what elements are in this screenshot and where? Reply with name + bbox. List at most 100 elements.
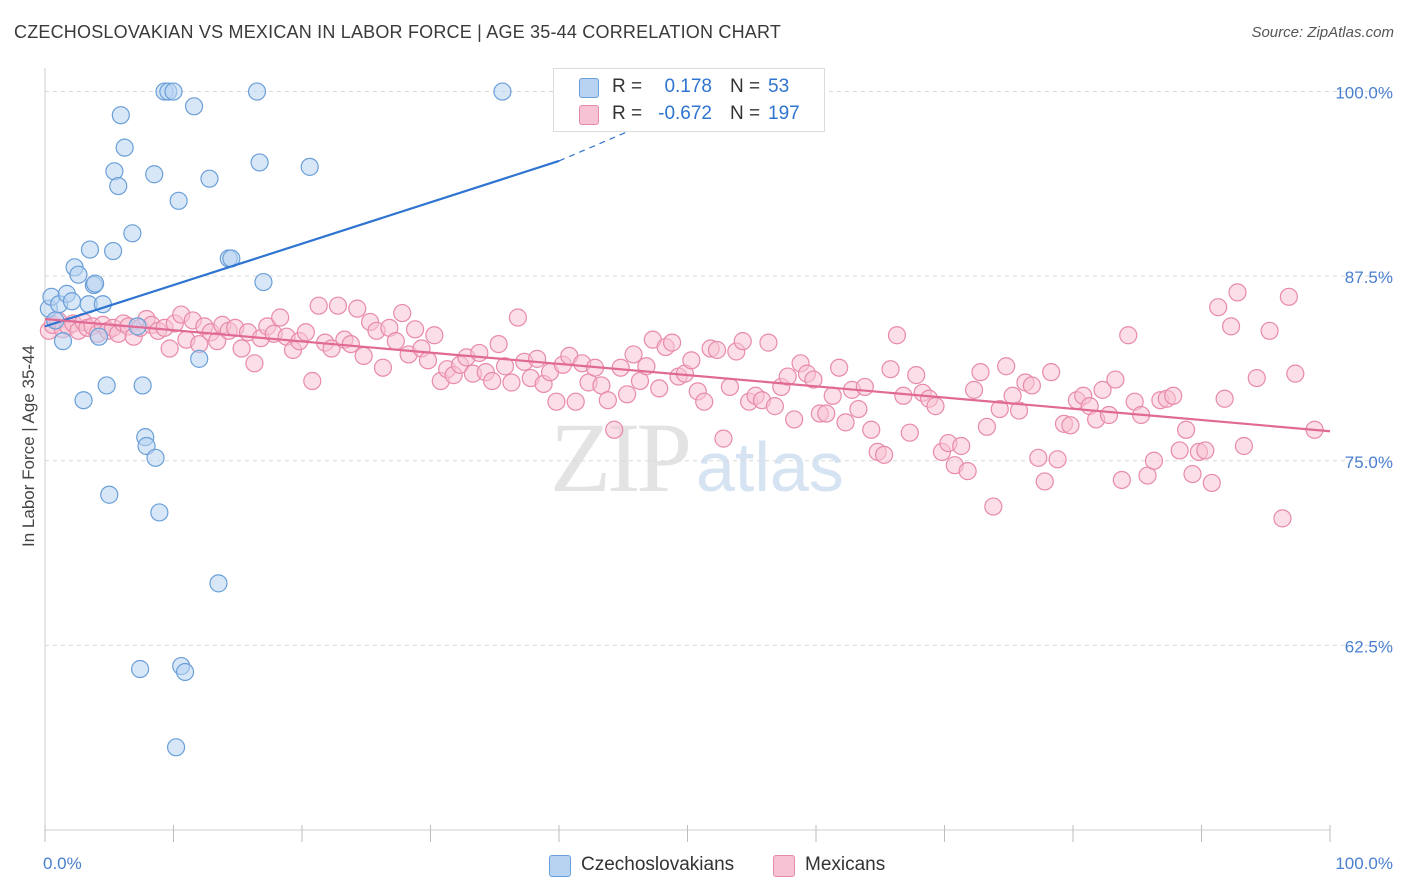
czechoslovakian-point — [80, 240, 100, 259]
mexican-point — [245, 354, 264, 373]
mexican-point — [1164, 386, 1183, 405]
mexican-point — [894, 386, 913, 405]
legend-n-label: N = — [730, 103, 761, 124]
mexican-point — [836, 413, 855, 432]
mexican-point — [1106, 370, 1125, 389]
mexican-point — [881, 360, 900, 379]
czechoslovakian-point — [146, 448, 165, 467]
mexican-point — [682, 351, 701, 370]
czechoslovakian-trendline — [44, 159, 560, 328]
legend-label: Czechoslovakians — [581, 854, 735, 875]
czechoslovakian-point — [164, 82, 183, 101]
mexican-point — [1273, 509, 1292, 528]
mexican-point — [303, 371, 322, 391]
czechoslovakian-point — [111, 106, 130, 125]
mexican-point — [1042, 363, 1061, 382]
mexican-point — [1228, 283, 1247, 302]
mexican-point — [1247, 368, 1266, 388]
mexican-point — [1279, 287, 1298, 306]
mexican-point — [296, 323, 315, 342]
mexican-point — [418, 351, 438, 370]
mexican-point — [309, 296, 328, 315]
czechoslovakian-point — [254, 272, 273, 292]
mexican-point — [887, 326, 907, 345]
legend-swatch-pink — [579, 105, 599, 125]
mexican-point — [1009, 401, 1029, 420]
mexican-point — [1093, 380, 1112, 399]
mexican-point — [759, 333, 778, 352]
mexican-point — [1022, 376, 1041, 395]
mexican-point — [1099, 405, 1119, 425]
czechoslovakian-point — [200, 169, 219, 188]
mexican-point — [823, 386, 842, 405]
czechoslovakian-point — [62, 292, 82, 311]
mexican-point — [778, 367, 797, 386]
mexican-point — [618, 385, 637, 404]
y-tick-label: 87.5% — [1345, 268, 1393, 287]
y-axis-label: In Labor Force | Age 35-44 — [19, 345, 38, 547]
mexican-point — [804, 370, 823, 389]
czechoslovakian-point — [145, 165, 164, 184]
mexican-point — [900, 423, 919, 442]
mexican-point — [328, 296, 348, 315]
legend-r-value: 0.178 — [664, 76, 712, 97]
mexican-point — [1260, 321, 1279, 340]
mexican-point — [1119, 326, 1138, 345]
czechoslovakian-point — [123, 224, 142, 243]
y-tick-label: 100.0% — [1335, 84, 1393, 103]
mexican-point — [405, 320, 425, 339]
czechoslovakian-point — [69, 265, 88, 284]
czechoslovakian-point — [86, 274, 105, 293]
series-legend: Czechoslovakians Mexicans — [0, 850, 1406, 880]
mexican-point — [720, 377, 740, 397]
mexican-point — [714, 429, 733, 448]
czechoslovakian-point — [150, 503, 169, 522]
mexican-point — [1202, 473, 1221, 493]
mexican-point — [208, 332, 227, 351]
czechoslovakian-point — [74, 391, 93, 410]
mexican-point — [547, 392, 566, 411]
czechoslovakian-point — [115, 138, 134, 157]
legend-row-czechoslovakians: R = 0.178 N = 53 — [554, 74, 824, 100]
mexican-point — [495, 357, 515, 376]
czechoslovakian-point — [493, 82, 512, 101]
mexican-point — [373, 358, 393, 377]
mexican-point — [354, 346, 373, 366]
czechoslovakian-point — [175, 662, 195, 682]
mexican-point — [1176, 420, 1196, 439]
mexican-point — [952, 436, 971, 456]
czechoslovakian-point — [166, 738, 186, 757]
mexican-point — [1215, 389, 1234, 408]
czechoslovakian-point — [89, 327, 109, 346]
mexican-point — [1221, 317, 1241, 336]
mexican-point — [160, 339, 179, 358]
mexican-point — [271, 308, 290, 327]
legend-n-label: N = — [730, 76, 761, 97]
mexican-point — [849, 399, 868, 419]
czechoslovakian-point — [190, 349, 209, 368]
mexican-point — [348, 299, 367, 318]
mexican-point — [1048, 450, 1067, 469]
czechoslovakian-point — [104, 241, 123, 261]
mexican-point — [977, 417, 997, 436]
legend-row-mexicans: R = -0.672 N = 197 — [554, 101, 824, 127]
mexican-point — [875, 445, 894, 464]
czechoslovakian-point — [133, 376, 152, 395]
legend-n-value: 197 — [768, 103, 800, 124]
mexican-point — [1029, 448, 1048, 467]
mexican-point — [662, 333, 682, 352]
mexican-point — [1234, 436, 1254, 456]
mexican-point — [1183, 464, 1202, 484]
czechoslovakian-point — [169, 191, 188, 210]
legend-n-value: 53 — [768, 76, 790, 97]
legend-swatch-blue — [579, 78, 599, 98]
source-label: Source: ZipAtlas.com — [1251, 24, 1394, 41]
mexican-point — [971, 363, 990, 382]
mexican-point — [598, 391, 617, 410]
mexican-point — [508, 308, 527, 327]
x-tick-label-max: 100.0% — [1335, 854, 1393, 873]
mexican-point — [1170, 441, 1189, 460]
czechoslovakian-point — [247, 82, 267, 101]
mexican-point — [990, 399, 1009, 419]
